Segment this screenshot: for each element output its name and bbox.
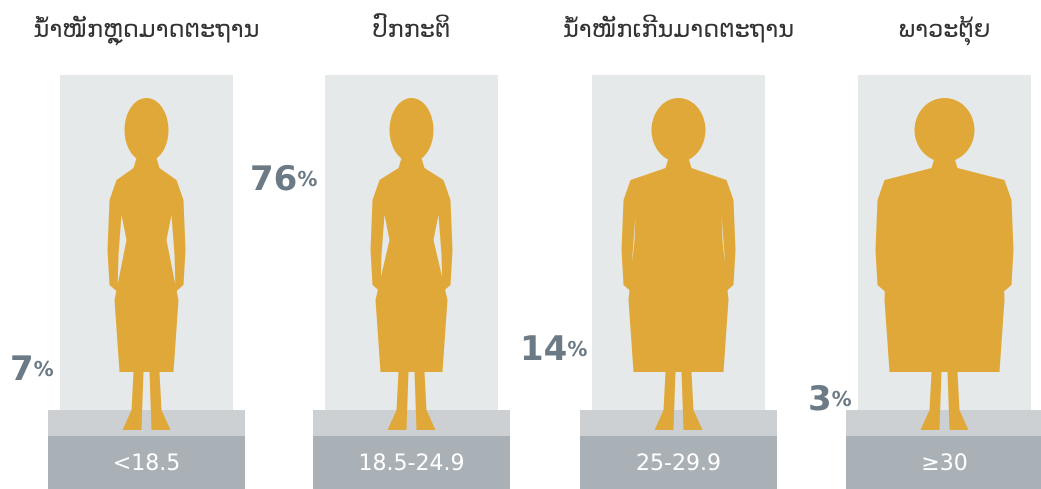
pedestal-top bbox=[313, 410, 510, 436]
pedestal-top bbox=[48, 410, 245, 436]
pedestal-base bbox=[48, 436, 245, 489]
category-title: ນ້ຳໜັກເກີນມາດຕະຖານ bbox=[563, 14, 794, 43]
percent-unit: % bbox=[34, 357, 54, 381]
silhouette-body bbox=[621, 158, 736, 430]
percent-label: 14% bbox=[520, 329, 587, 369]
percent-label: 76% bbox=[250, 159, 317, 199]
percent-label: 7% bbox=[10, 349, 54, 389]
pedestal-base bbox=[580, 436, 777, 489]
bmi-label: 18.5-24.9 bbox=[359, 451, 465, 476]
silhouette-body bbox=[370, 158, 453, 430]
percent-number: 7 bbox=[10, 349, 34, 389]
pedestal-top bbox=[580, 410, 777, 436]
silhouette-neck bbox=[402, 150, 421, 164]
silhouette-head bbox=[914, 98, 975, 162]
category-title: ພາວະຕຸ້ຍ bbox=[899, 15, 991, 46]
silhouette-body bbox=[875, 158, 1014, 430]
pedestal-top bbox=[846, 410, 1041, 436]
silhouette-neck bbox=[669, 150, 688, 164]
bmi-label: <18.5 bbox=[113, 451, 180, 476]
silhouette-head bbox=[124, 98, 169, 162]
category-title: ປົກກະຕິ bbox=[373, 12, 451, 43]
pedestal-base bbox=[846, 436, 1041, 489]
percent-unit: % bbox=[567, 337, 587, 361]
bmi-label: 25-29.9 bbox=[636, 451, 721, 476]
pedestal-base bbox=[313, 436, 510, 489]
silhouette-head bbox=[389, 98, 434, 162]
percent-number: 3 bbox=[808, 379, 832, 419]
percent-unit: % bbox=[297, 167, 317, 191]
silhouette-neck bbox=[935, 150, 954, 164]
category-title: ນ້ຳໜັກຫຼຸດມາດຕະຖານ bbox=[34, 14, 260, 46]
percent-unit: % bbox=[832, 387, 852, 411]
silhouette-neck bbox=[137, 150, 156, 164]
percent-number: 14 bbox=[520, 329, 567, 369]
silhouette-body bbox=[107, 158, 186, 430]
silhouette-head bbox=[651, 98, 706, 162]
bmi-label: ≥30 bbox=[921, 451, 967, 476]
percent-number: 76 bbox=[250, 159, 297, 199]
percent-label: 3% bbox=[808, 379, 852, 419]
